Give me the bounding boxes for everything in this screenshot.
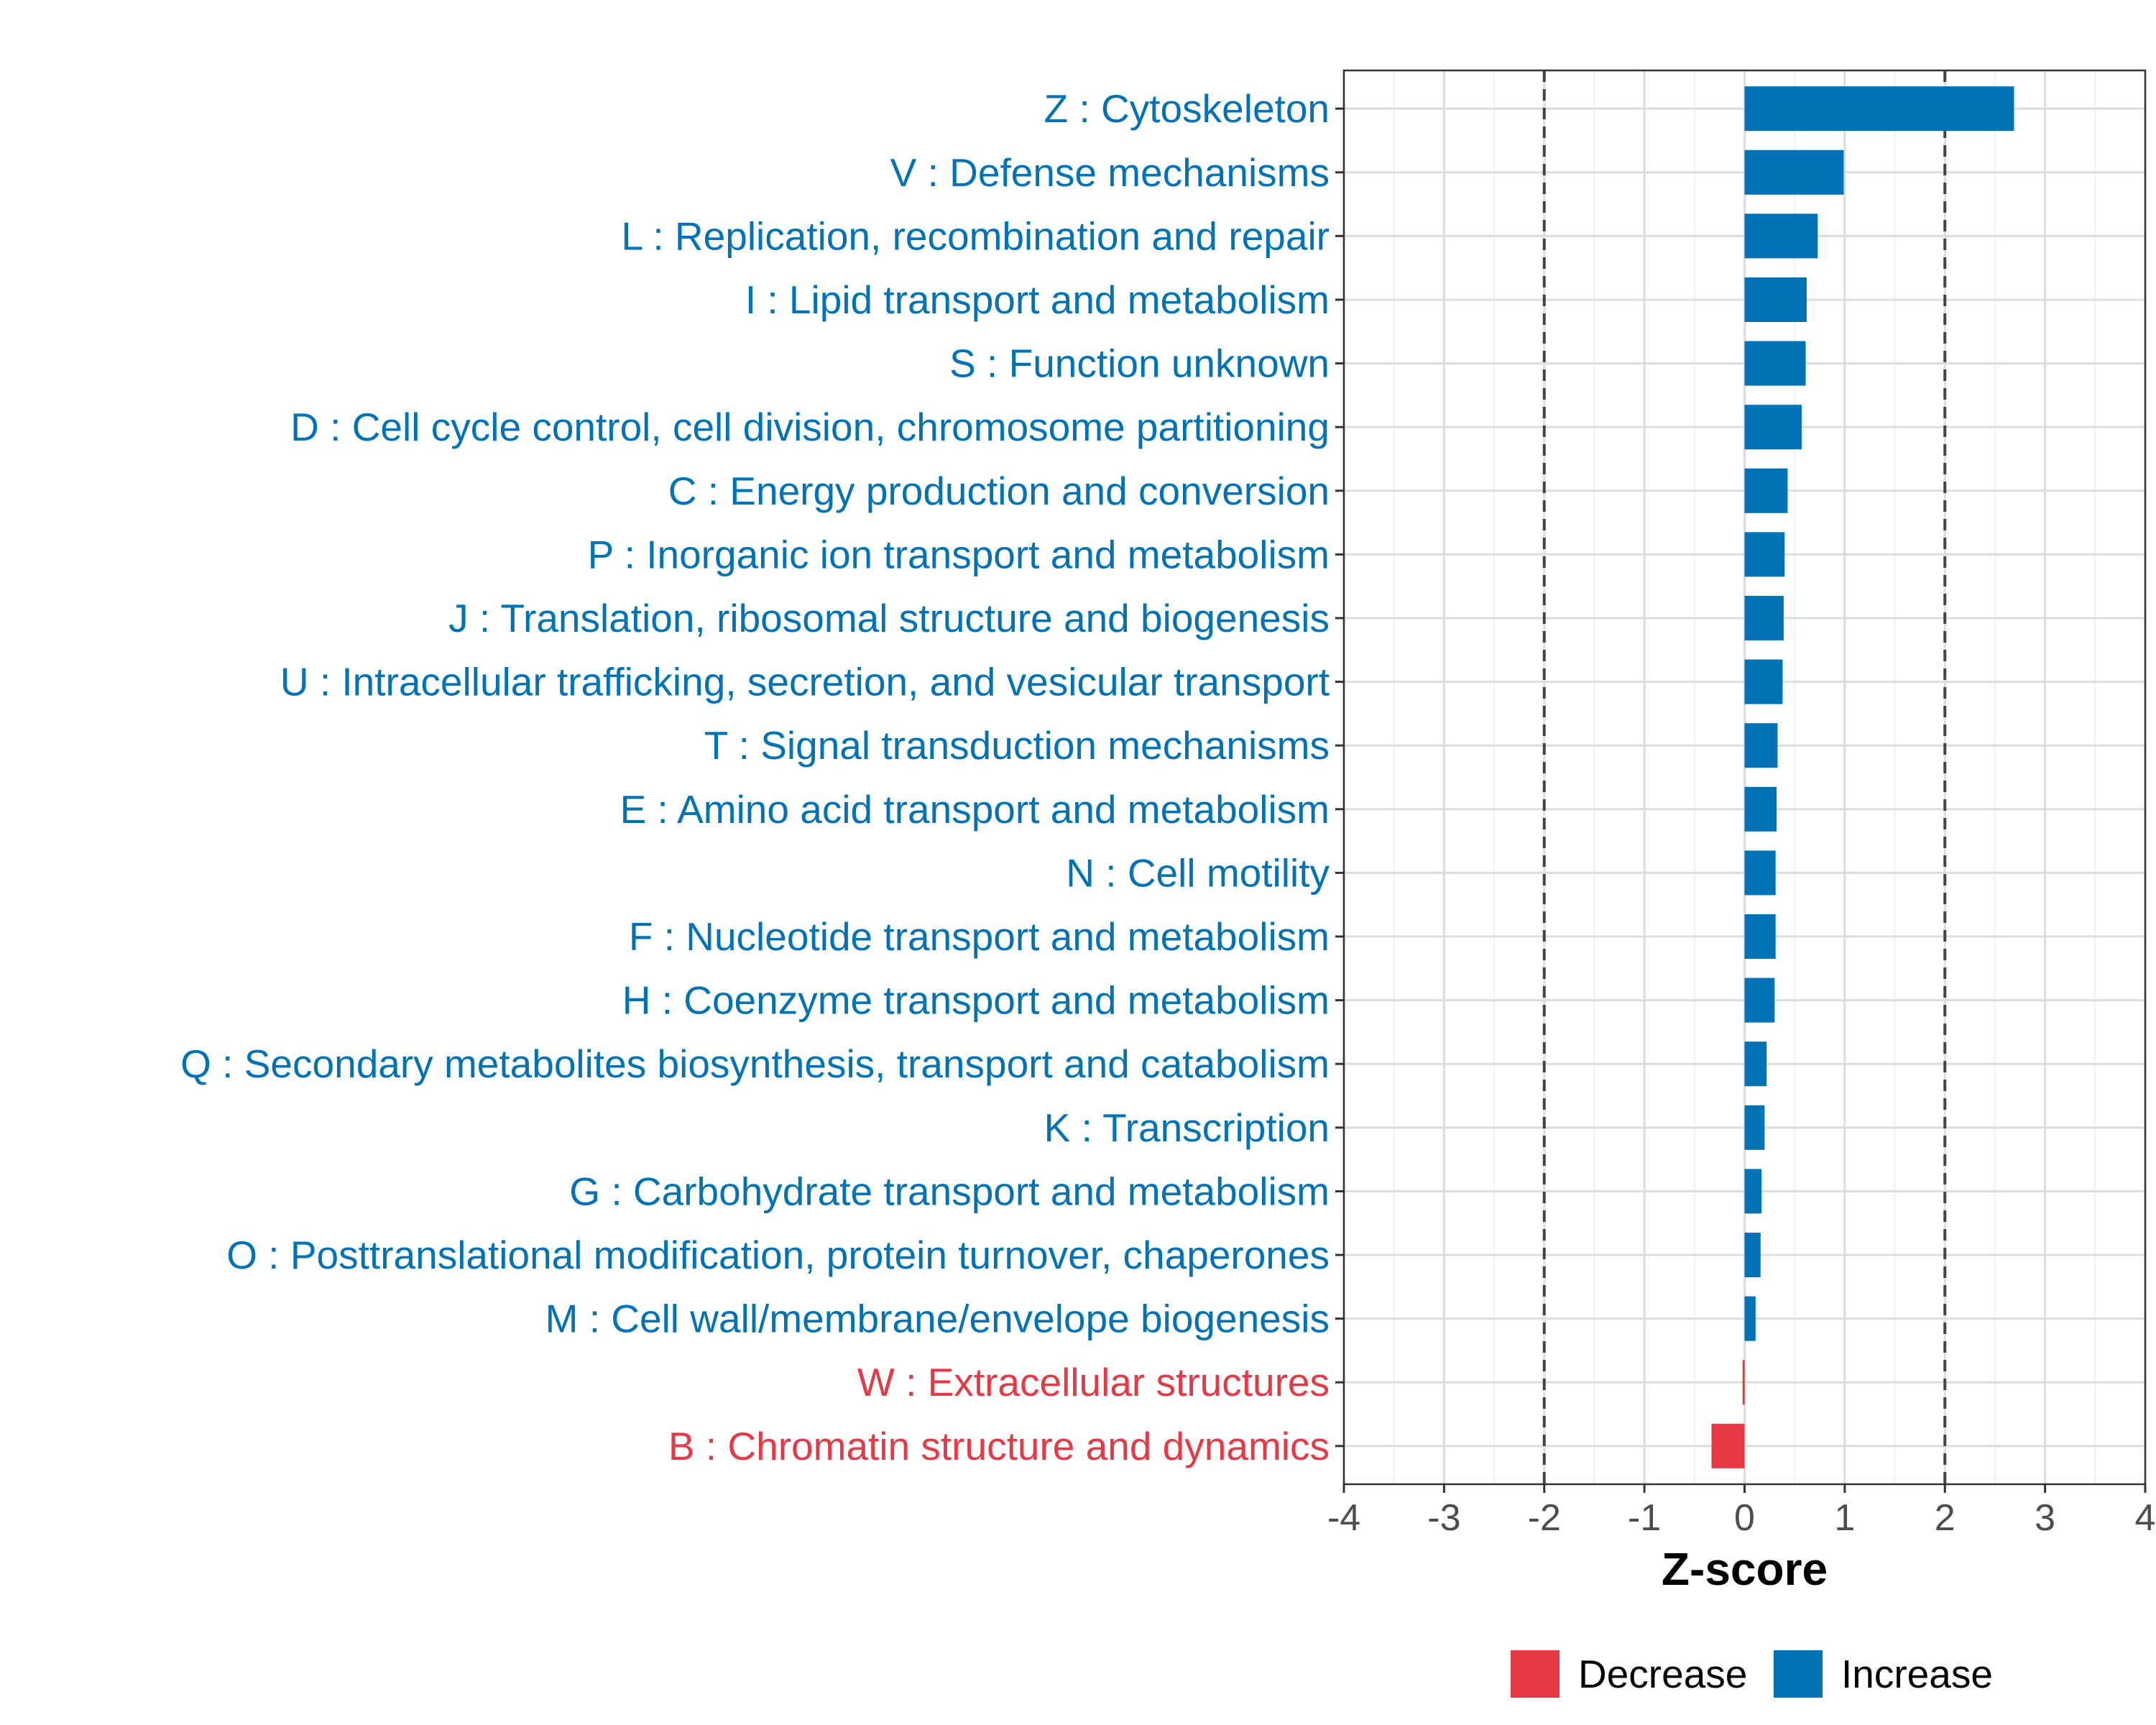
x-tick-label: 4: [2135, 1497, 2156, 1539]
category-label: U : Intracellular trafficking, secretion…: [280, 660, 1330, 704]
x-axis-ticks: -4 -3 -2 -1 0 1 2 3 4: [1327, 1484, 2156, 1539]
category-label: M : Cell wall/membrane/envelope biogenes…: [545, 1297, 1330, 1341]
bar: [1744, 86, 2014, 132]
bar: [1744, 1233, 1761, 1278]
x-tick-label: -4: [1327, 1497, 1360, 1539]
x-tick-label: 3: [2035, 1497, 2055, 1539]
bar: [1744, 659, 1783, 704]
category-label: J : Translation, ribosomal structure and…: [448, 596, 1330, 640]
x-tick-label: 0: [1734, 1497, 1755, 1539]
bar: [1744, 914, 1776, 960]
category-label: P : Inorganic ion transport and metaboli…: [588, 532, 1330, 576]
legend-swatch-increase: [1774, 1650, 1823, 1698]
bar: [1744, 850, 1776, 896]
category-label: Z : Cytoskeleton: [1044, 86, 1330, 131]
category-labels: Z : Cytoskeleton V : Defense mechanisms L …: [180, 86, 1330, 1468]
category-label: I : Lipid transport and metabolism: [745, 277, 1330, 322]
bar: [1744, 1041, 1767, 1087]
legend-swatch-decrease: [1511, 1650, 1560, 1698]
bar: [1744, 277, 1807, 322]
x-tick-label: 1: [1834, 1497, 1855, 1539]
bar: [1744, 1296, 1756, 1341]
legend-label-increase: Increase: [1841, 1652, 1993, 1696]
bar: [1744, 978, 1775, 1023]
legend-label-decrease: Decrease: [1578, 1652, 1747, 1696]
bar: [1744, 786, 1777, 832]
legend: Decrease Increase: [1511, 1650, 1993, 1698]
x-tick-label: -1: [1628, 1497, 1661, 1539]
bar: [1744, 213, 1818, 259]
bar: [1744, 341, 1806, 386]
bar: [1711, 1423, 1745, 1468]
category-label: F : Nucleotide transport and metabolism: [629, 914, 1330, 959]
reference-lines: [1542, 70, 1947, 1484]
bar: [1742, 1360, 1745, 1405]
category-label: D : Cell cycle control, cell division, c…: [290, 405, 1330, 449]
bar: [1744, 595, 1784, 641]
category-label: Q : Secondary metabolites biosynthesis, …: [180, 1041, 1330, 1086]
bar: [1744, 532, 1785, 577]
bar: [1744, 1169, 1762, 1214]
category-label: B : Chromatin structure and dynamics: [668, 1424, 1330, 1468]
category-label: O : Posttranslational modification, prot…: [226, 1233, 1330, 1277]
category-label: E : Amino acid transport and metabolism: [620, 787, 1330, 832]
bar: [1744, 468, 1788, 513]
category-label: W : Extracellular structures: [857, 1360, 1330, 1404]
x-tick-label: -3: [1427, 1497, 1460, 1539]
category-label: C : Energy production and conversion: [668, 469, 1330, 513]
bars: [1711, 86, 2014, 1468]
category-label: K : Transcription: [1044, 1105, 1330, 1150]
category-label: N : Cell motility: [1066, 850, 1330, 895]
x-tick-label: 2: [1935, 1497, 1955, 1539]
category-label: V : Defense mechanisms: [890, 150, 1330, 195]
bar: [1744, 150, 1844, 195]
category-label: H : Coenzyme transport and metabolism: [622, 978, 1330, 1023]
bar: [1744, 723, 1778, 768]
category-label: T : Signal transduction mechanisms: [704, 723, 1330, 768]
x-axis-title: Z-score: [1662, 1543, 1828, 1595]
bar: [1744, 405, 1802, 450]
bar: [1744, 1105, 1765, 1150]
category-label: S : Function unknown: [949, 341, 1330, 386]
y-axis-ticks: [1335, 107, 1344, 1448]
x-tick-label: -2: [1528, 1497, 1561, 1539]
category-label: L : Replication, recombination and repai…: [622, 213, 1330, 258]
category-label: G : Carbohydrate transport and metabolis…: [569, 1169, 1330, 1213]
